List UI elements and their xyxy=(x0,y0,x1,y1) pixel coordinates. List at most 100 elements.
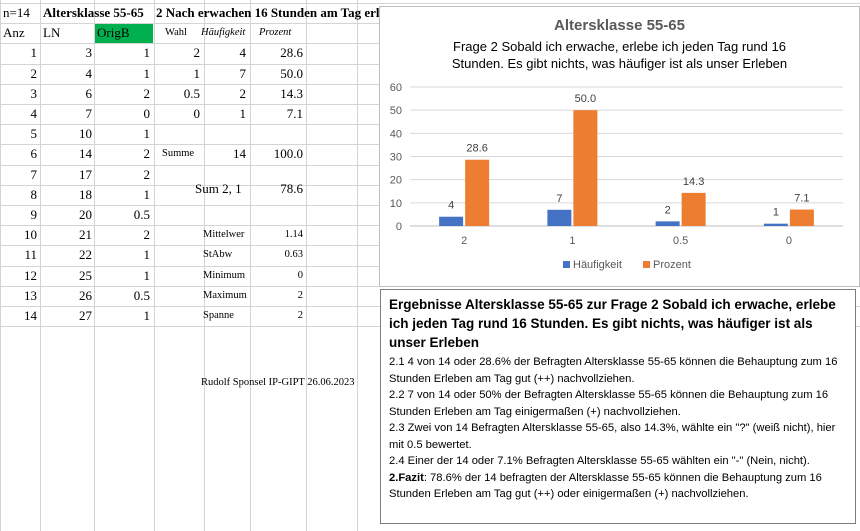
chart-panel[interactable]: Altersklasse 55-65 Frage 2 Sobald ich er… xyxy=(379,6,860,287)
results-fazit: 2.Fazit: 78.6% der 14 befragten der Alte… xyxy=(389,470,847,503)
freq-wahl[interactable]: 1 xyxy=(193,66,201,81)
row-anz[interactable]: 14 xyxy=(24,308,37,323)
row-origb[interactable]: 1 xyxy=(143,187,151,202)
freq-haeufigkeit[interactable]: 4 xyxy=(239,45,247,60)
freq-haeufigkeit[interactable]: 2 xyxy=(239,86,247,101)
row-origb[interactable]: 2 xyxy=(143,167,151,182)
row-ln[interactable]: 25 xyxy=(79,268,92,283)
row-origb[interactable]: 1 xyxy=(143,45,151,60)
row-origb[interactable]: 1 xyxy=(143,126,151,141)
row-origb[interactable]: 1 xyxy=(143,308,151,323)
summe-prozent[interactable]: 100.0 xyxy=(273,146,303,161)
row-origb[interactable]: 1 xyxy=(143,247,151,262)
row-ln[interactable]: 22 xyxy=(79,247,92,262)
n-label[interactable]: n=14 xyxy=(3,5,30,20)
bar-haeufigkeit xyxy=(763,223,788,226)
summe-label[interactable]: Summe xyxy=(162,148,195,159)
row-anz[interactable]: 13 xyxy=(24,288,37,303)
row-anz[interactable]: 6 xyxy=(30,146,38,161)
data-label: 1 xyxy=(773,207,779,219)
freq-wahl[interactable]: 0 xyxy=(193,106,201,121)
freq-prozent[interactable]: 14.3 xyxy=(280,86,303,101)
stat-label[interactable]: Maximum xyxy=(203,290,247,301)
row-anz[interactable]: 7 xyxy=(30,167,38,182)
sheet-title-age[interactable]: Altersklasse 55-65 xyxy=(43,5,144,20)
summe-haeufigkeit[interactable]: 14 xyxy=(233,146,246,161)
fazit-label: 2.Fazit xyxy=(389,471,424,484)
row-origb[interactable]: 2 xyxy=(143,227,151,242)
bar-prozent xyxy=(465,159,490,226)
freq-haeufigkeit[interactable]: 7 xyxy=(239,66,247,81)
fazit-text: : 78.6% der 14 befragten der Altersklass… xyxy=(389,471,822,501)
grid-column-line xyxy=(40,0,41,531)
row-anz[interactable]: 8 xyxy=(30,187,38,202)
row-origb[interactable]: 0.5 xyxy=(133,207,150,222)
y-tick-label: 0 xyxy=(396,221,402,233)
row-ln[interactable]: 3 xyxy=(85,45,93,60)
row-origb[interactable]: 0 xyxy=(143,106,151,121)
results-textbox[interactable]: Ergebnisse Altersklasse 55-65 zur Frage … xyxy=(380,289,856,524)
header-origb[interactable]: OrigB xyxy=(97,25,130,40)
row-anz[interactable]: 1 xyxy=(30,45,38,60)
row-anz[interactable]: 11 xyxy=(24,247,37,262)
stat-label[interactable]: Spanne xyxy=(203,310,234,321)
freq-prozent[interactable]: 28.6 xyxy=(280,45,303,60)
freq-prozent[interactable]: 50.0 xyxy=(280,66,303,81)
row-origb[interactable]: 0.5 xyxy=(133,288,150,303)
row-anz[interactable]: 9 xyxy=(30,207,38,222)
stat-label[interactable]: Minimum xyxy=(203,270,246,281)
author-note[interactable]: Rudolf Sponsel IP-GIPT 26.06.2023 xyxy=(201,377,355,388)
row-anz[interactable]: 12 xyxy=(24,268,37,283)
row-ln[interactable]: 26 xyxy=(79,288,92,303)
sum-2-1-value[interactable]: 78.6 xyxy=(280,181,303,196)
chart-subtitle-line1: Frage 2 Sobald ich erwache, erlebe ich j… xyxy=(453,39,786,54)
row-ln[interactable]: 14 xyxy=(79,146,92,161)
freq-prozent[interactable]: 7.1 xyxy=(286,106,303,121)
stat-value[interactable]: 2 xyxy=(297,310,303,321)
freq-wahl[interactable]: 2 xyxy=(193,45,201,60)
grid-column-line xyxy=(154,0,155,531)
row-ln[interactable]: 7 xyxy=(85,106,93,121)
y-tick-label: 30 xyxy=(390,152,402,164)
row-origb[interactable]: 1 xyxy=(143,66,151,81)
row-ln[interactable]: 4 xyxy=(85,66,93,81)
row-anz[interactable]: 4 xyxy=(30,106,38,121)
results-heading: Ergebnisse Altersklasse 55-65 zur Frage … xyxy=(389,297,836,350)
row-ln[interactable]: 6 xyxy=(85,86,93,101)
sheet-title-question[interactable]: 2 Nach erwachen 16 Stunden am Tag erle xyxy=(156,5,386,20)
header-wahl[interactable]: Wahl xyxy=(165,27,187,38)
row-ln[interactable]: 10 xyxy=(79,126,92,141)
freq-haeufigkeit[interactable]: 1 xyxy=(239,106,247,121)
bar-haeufigkeit xyxy=(439,216,464,226)
row-anz[interactable]: 3 xyxy=(30,86,38,101)
row-ln[interactable]: 27 xyxy=(79,308,92,323)
row-anz[interactable]: 10 xyxy=(24,227,37,242)
header-ln[interactable]: LN xyxy=(43,25,61,40)
stat-value[interactable]: 1.14 xyxy=(284,229,303,240)
header-haeufigkeit[interactable]: Häufigkeit xyxy=(201,27,246,38)
row-ln[interactable]: 18 xyxy=(79,187,92,202)
stat-value[interactable]: 0 xyxy=(297,270,303,281)
freq-wahl[interactable]: 0.5 xyxy=(183,86,200,101)
x-tick-label: 0 xyxy=(786,235,792,247)
grid-column-line xyxy=(306,0,307,531)
header-anz[interactable]: Anz xyxy=(3,25,25,40)
sum-2-1-label[interactable]: Sum 2, 1 xyxy=(195,181,242,196)
bar-haeufigkeit xyxy=(655,221,680,226)
row-origb[interactable]: 2 xyxy=(143,146,151,161)
row-origb[interactable]: 1 xyxy=(143,268,151,283)
stat-label[interactable]: Mittelwer xyxy=(203,229,245,240)
legend-swatch xyxy=(563,261,570,268)
y-tick-label: 60 xyxy=(390,82,402,94)
row-anz[interactable]: 5 xyxy=(30,126,38,141)
row-ln[interactable]: 20 xyxy=(79,207,92,222)
row-anz[interactable]: 2 xyxy=(30,66,38,81)
row-ln[interactable]: 17 xyxy=(79,167,92,182)
stat-value[interactable]: 2 xyxy=(297,290,303,301)
row-origb[interactable]: 2 xyxy=(143,86,151,101)
stat-value[interactable]: 0.63 xyxy=(284,249,303,260)
row-ln[interactable]: 21 xyxy=(79,227,92,242)
header-prozent[interactable]: Prozent xyxy=(259,27,292,38)
stat-label[interactable]: StAbw xyxy=(203,249,233,260)
x-tick-label: 1 xyxy=(569,235,575,247)
